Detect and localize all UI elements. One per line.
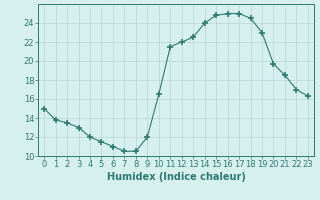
X-axis label: Humidex (Indice chaleur): Humidex (Indice chaleur)	[107, 172, 245, 182]
